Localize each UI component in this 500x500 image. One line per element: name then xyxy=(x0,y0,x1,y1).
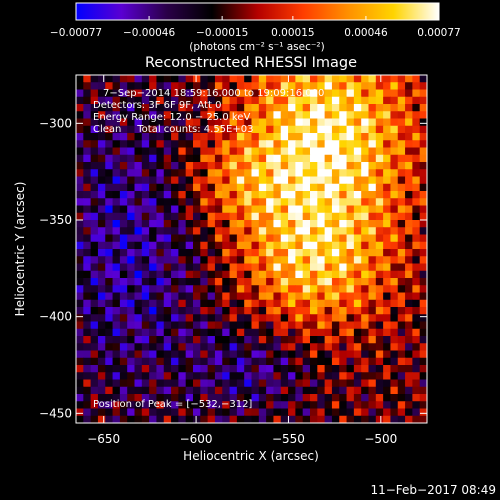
annotation-block: 7−Sep−2014 18:59:16.000 to 19:09:16.000 … xyxy=(93,88,324,135)
colorbar-tick-label: −0.00077 xyxy=(50,27,102,39)
x-tick-label: −600 xyxy=(180,432,213,446)
x-axis-ticks xyxy=(103,75,382,423)
heatmap xyxy=(76,75,427,423)
y-axis-label: Heliocentric Y (arcsec) xyxy=(13,182,27,317)
annotation-clean-counts: Clean Total counts: 4.55E+03 xyxy=(93,124,253,135)
colorbar: −0.00077 −0.00046 −0.00015 0.00015 0.00046 0.… xyxy=(50,2,461,53)
x-tick-label: −650 xyxy=(87,432,120,446)
x-axis-tick-labels: −650 −600 −550 −500 xyxy=(87,432,397,446)
x-axis-label: Heliocentric X (arcsec) xyxy=(183,449,319,463)
x-tick-label: −500 xyxy=(364,432,397,446)
peak-position-label: Position of Peak = [−532,−312] xyxy=(93,399,252,410)
y-tick-label: −450 xyxy=(39,406,72,420)
y-axis-tick-labels: −300 −350 −400 −450 xyxy=(39,116,72,420)
colorbar-tick-label: −0.00015 xyxy=(196,27,248,39)
y-tick-label: −400 xyxy=(39,310,72,324)
heatmap-cells xyxy=(76,75,427,423)
y-tick-label: −350 xyxy=(39,213,72,227)
colorbar-tick-label: 0.00046 xyxy=(344,27,388,39)
colorbar-unit: (photons cm⁻² s⁻¹ asec⁻²) xyxy=(189,41,324,53)
annotation-time-range: 7−Sep−2014 18:59:16.000 to 19:09:16.000 xyxy=(103,88,324,99)
y-tick-label: −300 xyxy=(39,116,72,130)
colorbar-gradient xyxy=(76,3,439,20)
footer-timestamp: 11−Feb−2017 08:49 xyxy=(370,483,496,497)
colorbar-tick-label: −0.00046 xyxy=(123,27,176,39)
annotation-detectors: Detectors: 3F 6F 9F, Att 0 xyxy=(93,100,221,111)
colorbar-tick-label: 0.00015 xyxy=(271,27,314,39)
plot-frame xyxy=(75,74,428,424)
colorbar-tick-labels: −0.00077 −0.00046 −0.00015 0.00015 0.00046 0.… xyxy=(50,27,461,39)
x-tick-label: −550 xyxy=(272,432,305,446)
colorbar-frame xyxy=(75,2,440,21)
colorbar-tick-label: 0.00077 xyxy=(417,27,460,39)
colorbar-ticks xyxy=(75,16,440,20)
annotation-energy-range: Energy Range: 12.0 − 25.0 keV xyxy=(93,112,250,123)
y-axis-ticks xyxy=(76,122,427,414)
chart-title: Reconstructed RHESSI Image xyxy=(145,55,357,71)
